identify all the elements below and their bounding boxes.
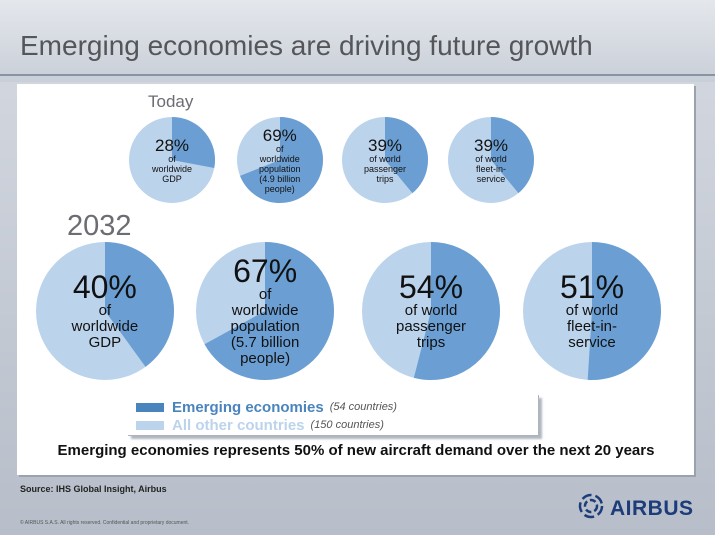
label-line: of world	[565, 302, 619, 319]
label-line: GDP	[162, 173, 182, 184]
year-2032-heading: 2032	[67, 210, 132, 242]
legend-swatch-other	[136, 420, 164, 430]
label-line: fleet-in-	[567, 318, 618, 335]
legend-note-other: (150 countries)	[310, 419, 384, 431]
today-gdp-pct: 28%	[155, 135, 190, 155]
label-line: service	[568, 334, 616, 351]
label-line: fleet-in-	[476, 163, 507, 174]
future-fleet-pie-emerging-slice	[587, 242, 662, 380]
future-trips-pie-emerging-slice	[413, 242, 501, 380]
legend-item-emerging: Emerging economies (54 countries)	[136, 398, 397, 416]
airbus-swirl-icon	[578, 493, 604, 524]
future-population-pie-emerging-slice	[204, 242, 334, 380]
label-line: of	[276, 143, 284, 154]
airbus-logo: AIRBUS	[578, 493, 694, 524]
legend-item-other: All other countries (150 countries)	[136, 416, 384, 434]
today-population-pie-emerging-slice	[240, 117, 323, 203]
label-line: of	[98, 302, 112, 319]
label-line: of world	[475, 153, 507, 164]
label-line: trips	[416, 334, 446, 351]
label-line: of	[168, 153, 176, 164]
today-fleet-pie-emerging-slice	[491, 117, 534, 194]
airbus-logo-text: AIRBUS	[610, 496, 694, 520]
future-trips-label: 54% of world passenger trips	[396, 271, 466, 351]
label-line: passenger	[364, 163, 407, 174]
today-trips-label: 39% of world passenger trips	[364, 137, 406, 184]
future-fleet-label: 51% of world fleet-in- service	[560, 271, 624, 351]
legend-label-other: All other countries	[172, 416, 305, 434]
future-gdp-pct: 40%	[72, 269, 137, 305]
label-line: passenger	[396, 318, 467, 335]
today-population-label: 69% of worldwide population (4.9 billion…	[259, 127, 301, 194]
future-population-label: 67% of worldwide population (5.7 billion…	[231, 255, 300, 367]
label-line: GDP	[88, 334, 122, 351]
today-trips-pct: 39%	[368, 135, 403, 155]
title-band	[0, 0, 715, 82]
label-line: trips	[376, 173, 394, 184]
legend: Emerging economies (54 countries) All ot…	[128, 395, 539, 436]
label-line: population	[259, 163, 301, 174]
legend-note-emerging: (54 countries)	[329, 401, 397, 413]
today-fleet-label: 39% of world fleet-in- service	[474, 137, 508, 184]
label-line: (5.7 billion	[230, 334, 300, 351]
source-note: Source: IHS Global Insight, Airbus	[20, 484, 167, 494]
label-line: population	[230, 318, 300, 335]
label-line: of world	[369, 153, 401, 164]
legend-swatch-emerging	[136, 402, 164, 412]
label-line: people)	[264, 183, 295, 194]
label-line: people)	[240, 350, 291, 367]
today-heading: Today	[148, 92, 194, 111]
page-title: Emerging economies are driving future gr…	[20, 30, 593, 61]
future-fleet-pct: 51%	[560, 269, 625, 305]
label-line: (4.9 billion	[259, 173, 301, 184]
label-line: of world	[404, 302, 458, 319]
today-trips-pie-emerging-slice	[385, 117, 428, 194]
future-trips-pct: 54%	[399, 269, 464, 305]
tagline: Emerging economies represents 50% of new…	[57, 442, 655, 459]
label-line: worldwide	[231, 302, 299, 319]
label-line: service	[476, 173, 506, 184]
label-line: worldwide	[71, 318, 139, 335]
label-line: worldwide	[259, 153, 300, 164]
label-line: of	[258, 286, 272, 303]
today-gdp-pie-emerging-slice	[172, 117, 215, 169]
future-gdp-label: 40% of worldwide GDP	[72, 271, 139, 351]
future-gdp-pie-emerging-slice	[105, 242, 175, 367]
today-population-pct: 69%	[262, 125, 297, 145]
today-fleet-pct: 39%	[474, 135, 509, 155]
label-line: worldwide	[152, 163, 193, 174]
today-gdp-label: 28% of worldwide GDP	[152, 137, 192, 184]
future-population-pct: 67%	[233, 253, 298, 289]
copyright-note: © AIRBUS S.A.S. All rights reserved. Con…	[20, 520, 190, 526]
legend-label-emerging: Emerging economies	[172, 398, 324, 416]
